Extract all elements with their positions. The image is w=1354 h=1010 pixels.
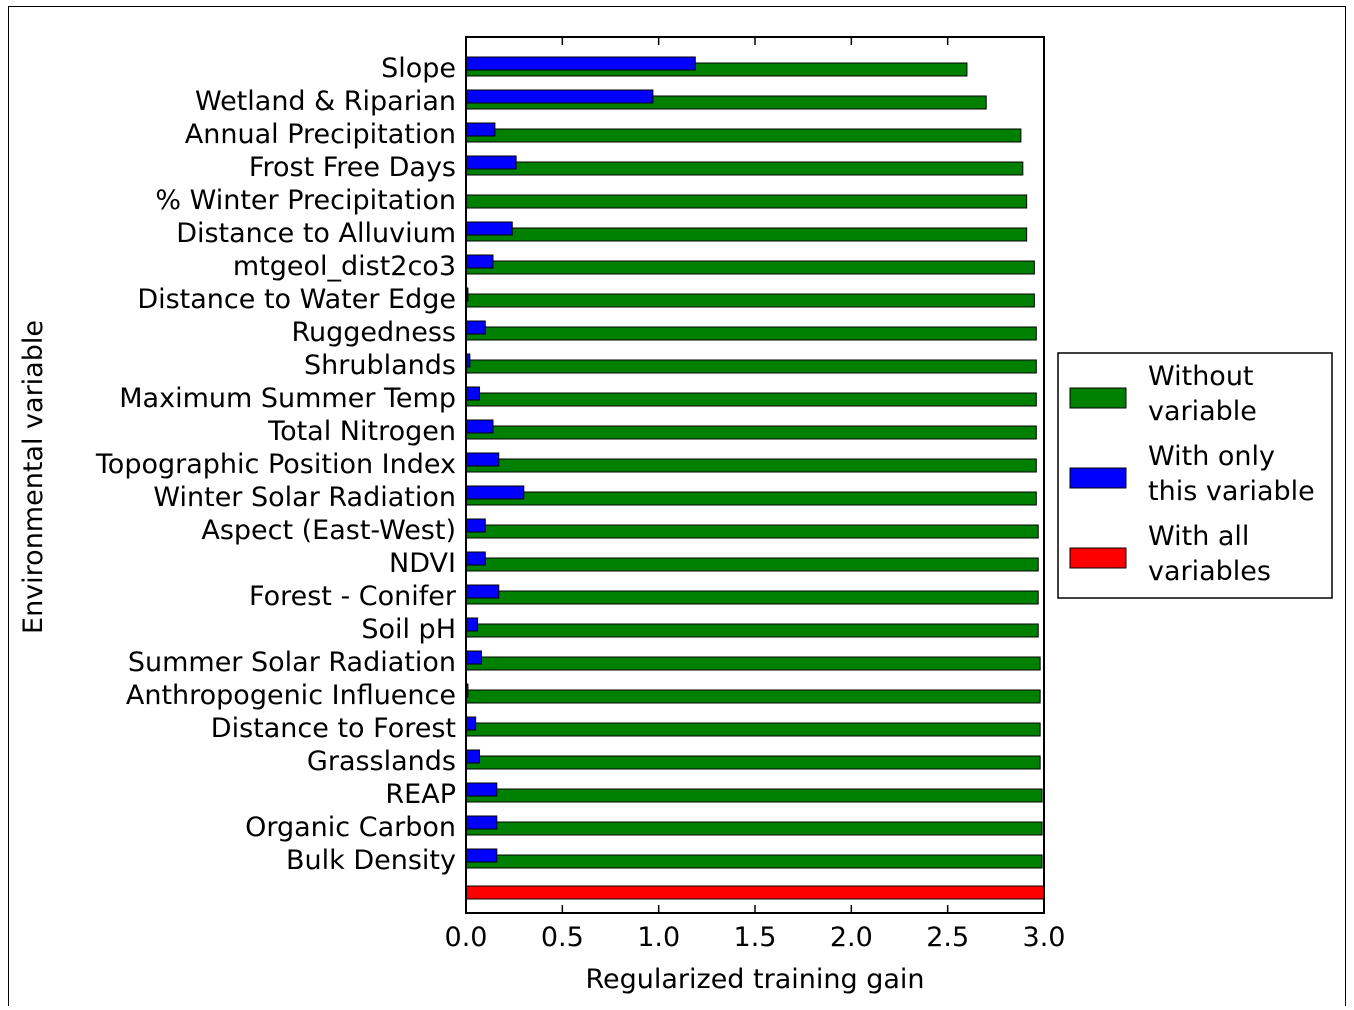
legend-label: variables xyxy=(1148,556,1271,587)
bar-with-only-variable xyxy=(465,518,486,533)
legend-label: Without xyxy=(1148,361,1254,392)
bar-without-variable xyxy=(465,359,1037,374)
bar-without-variable xyxy=(465,656,1041,671)
y-tick-label: Total Nitrogen xyxy=(267,416,456,447)
y-tick-label: Soil pH xyxy=(361,614,456,645)
y-tick-label: Distance to Forest xyxy=(211,713,456,744)
y-tick-label: Anthropogenic Influence xyxy=(126,680,456,711)
y-tick-label: Summer Solar Radiation xyxy=(128,647,456,678)
legend-swatch xyxy=(1069,547,1127,569)
legend-swatch xyxy=(1069,467,1127,489)
bar-without-variable xyxy=(465,524,1039,539)
bar-without-variable xyxy=(465,194,1028,209)
bar-with-only-variable xyxy=(465,56,696,71)
bar-with-only-variable xyxy=(465,320,486,335)
legend: Without variable With only this variable Wit… xyxy=(1057,352,1333,599)
bar-without-variable xyxy=(465,227,1028,242)
y-tick-label: Distance to Alluvium xyxy=(176,218,456,249)
bar-without-variable xyxy=(465,821,1043,836)
bar-without-variable xyxy=(465,755,1041,770)
x-tick-label: 3.0 xyxy=(1023,922,1066,953)
y-tick-label: Slope xyxy=(381,53,456,84)
bar-without-variable xyxy=(465,788,1043,803)
bar-with-only-variable xyxy=(465,89,654,104)
bar-without-variable xyxy=(465,458,1037,473)
bar-without-variable xyxy=(465,623,1039,638)
bars-layer xyxy=(465,56,1045,900)
bar-with-all-variables xyxy=(465,885,1045,900)
bar-without-variable xyxy=(465,854,1043,869)
x-tick-label: 2.5 xyxy=(926,922,969,953)
bar-with-only-variable xyxy=(465,419,494,434)
legend-label: With only xyxy=(1148,441,1275,472)
bar-with-only-variable xyxy=(465,815,498,830)
bar-without-variable xyxy=(465,722,1041,737)
bar-with-only-variable xyxy=(465,485,525,500)
x-tick-label: 2.0 xyxy=(830,922,873,953)
bar-with-only-variable xyxy=(465,617,479,632)
bar-without-variable xyxy=(465,557,1039,572)
y-tick-label: Maximum Summer Temp xyxy=(119,383,456,414)
bar-without-variable xyxy=(465,689,1041,704)
y-tick-label: Grasslands xyxy=(307,746,456,777)
bar-with-only-variable xyxy=(465,716,477,731)
bar-without-variable xyxy=(465,326,1037,341)
y-tick-label: Frost Free Days xyxy=(249,152,456,183)
x-tick-label: 1.5 xyxy=(734,922,777,953)
x-tick-label: 0.0 xyxy=(445,922,488,953)
bar-with-only-variable xyxy=(465,584,500,599)
bar-without-variable xyxy=(465,590,1039,605)
bar-without-variable xyxy=(465,128,1022,143)
bar-with-only-variable xyxy=(465,155,517,170)
legend-label: this variable xyxy=(1148,476,1315,507)
bar-without-variable xyxy=(465,161,1024,176)
bar-with-only-variable xyxy=(465,848,498,863)
bar-with-only-variable xyxy=(465,386,480,401)
bar-with-only-variable xyxy=(465,551,486,566)
bar-with-only-variable xyxy=(465,122,496,137)
bar-without-variable xyxy=(465,425,1037,440)
y-tick-label: Aspect (East-West) xyxy=(201,515,456,546)
bar-without-variable xyxy=(465,293,1035,308)
y-tick-label: Shrublands xyxy=(304,350,456,381)
bar-with-only-variable xyxy=(465,221,513,236)
y-tick-label: Forest - Conifer xyxy=(249,581,457,612)
bar-with-only-variable xyxy=(465,452,500,467)
bar-with-only-variable xyxy=(465,782,498,797)
y-tick-label: Topographic Position Index xyxy=(95,449,456,480)
x-tick-label: 1.0 xyxy=(637,922,680,953)
bar-without-variable xyxy=(465,491,1037,506)
legend-label: With all xyxy=(1148,521,1249,552)
x-axis-label: Regularized training gain xyxy=(585,964,924,995)
y-tick-label: Wetland & Riparian xyxy=(195,86,456,117)
y-tick-label: Distance to Water Edge xyxy=(137,284,456,315)
bar-without-variable xyxy=(465,392,1037,407)
y-tick-label: NDVI xyxy=(389,548,456,579)
bar-without-variable xyxy=(465,260,1035,275)
y-tick-label: Bulk Density xyxy=(286,845,456,876)
y-tick-label: REAP xyxy=(385,779,456,810)
y-axis-label: Environmental variable xyxy=(18,320,49,634)
bar-with-only-variable xyxy=(465,254,494,269)
legend-label: variable xyxy=(1148,396,1257,427)
y-tick-label: Annual Precipitation xyxy=(185,119,456,150)
figure-frame xyxy=(8,6,1346,1006)
x-ticks: 0.0 0.5 1.0 1.5 2.0 2.5 3.0 xyxy=(445,37,1066,953)
y-tick-label: % Winter Precipitation xyxy=(155,185,456,216)
bar-with-only-variable xyxy=(465,650,482,665)
y-tick-label: Organic Carbon xyxy=(245,812,456,843)
y-tick-label: Ruggedness xyxy=(291,317,456,348)
y-tick-label: Winter Solar Radiation xyxy=(153,482,456,513)
y-tick-label: mtgeol_dist2co3 xyxy=(233,251,456,282)
x-tick-label: 0.5 xyxy=(541,922,584,953)
legend-swatch xyxy=(1069,387,1127,409)
bar-with-only-variable xyxy=(465,749,480,764)
